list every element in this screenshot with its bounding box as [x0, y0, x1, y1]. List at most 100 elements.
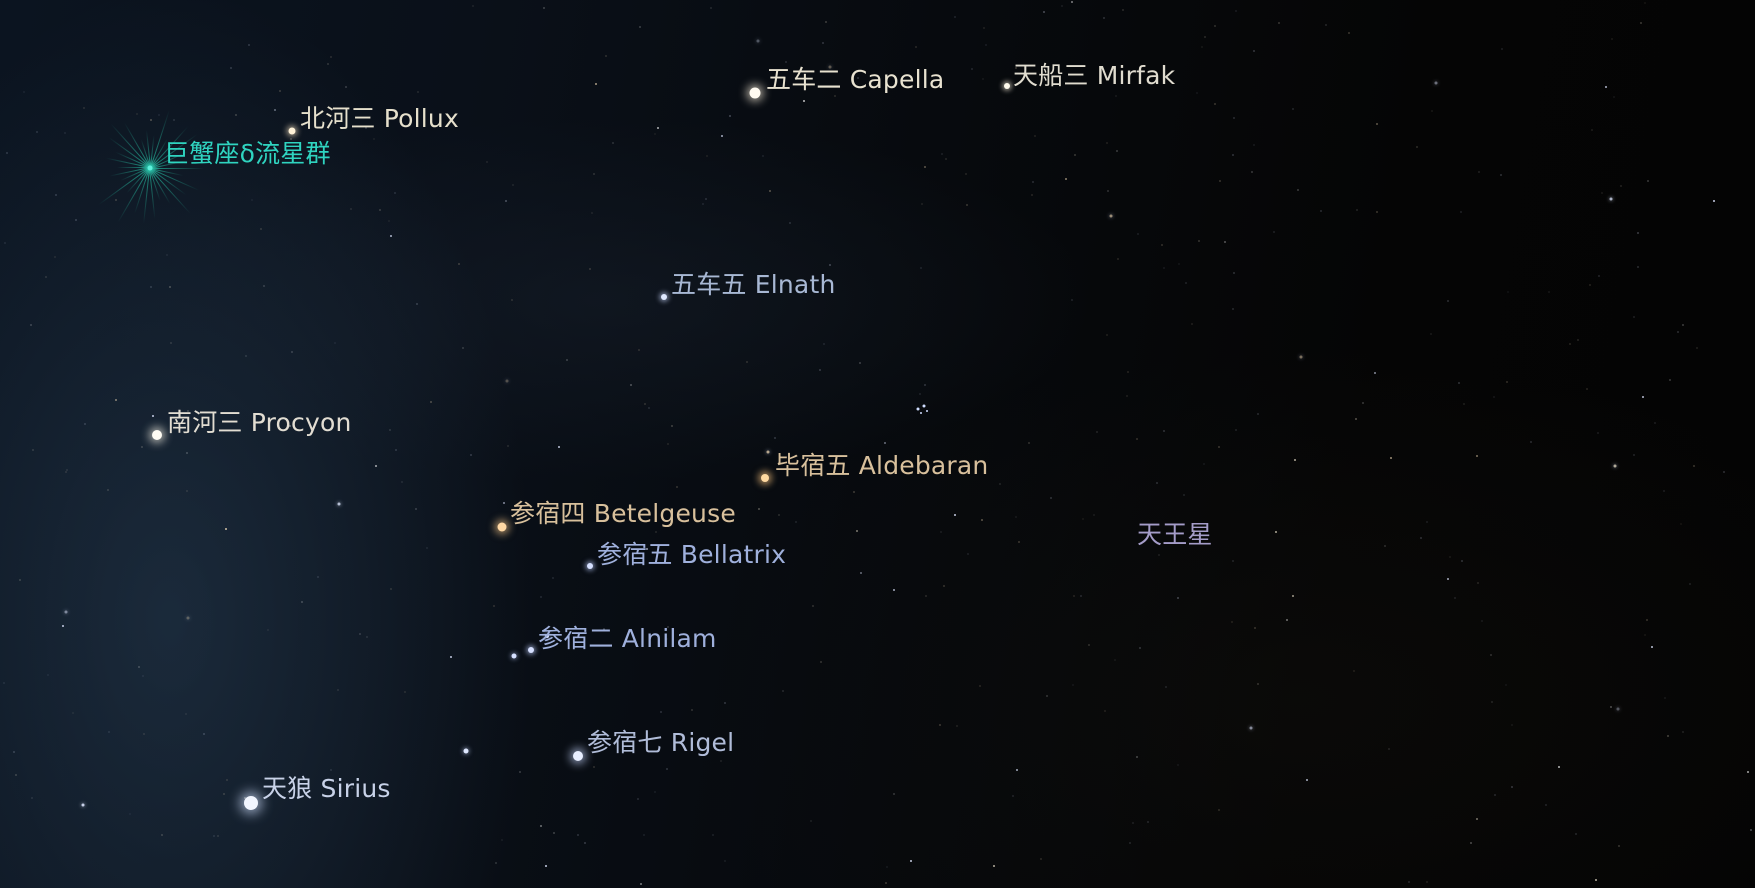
background-star — [81, 803, 85, 807]
label-bellatrix[interactable]: 参宿五 Bellatrix — [597, 540, 787, 569]
background-star — [388, 220, 390, 222]
background-star — [1218, 809, 1220, 811]
background-star — [1376, 211, 1378, 213]
background-star — [36, 131, 38, 133]
background-star — [486, 161, 488, 163]
background-star — [1507, 291, 1509, 293]
label-rigel[interactable]: 参宿七 Rigel — [587, 728, 735, 757]
background-star — [404, 691, 406, 693]
background-star — [1591, 129, 1593, 131]
background-star — [337, 502, 341, 506]
label-procyon[interactable]: 南河三 Procyon — [167, 408, 352, 437]
star-bellatrix[interactable] — [587, 563, 593, 569]
star-cancri-delta-radiant[interactable] — [147, 165, 153, 171]
star-pollux[interactable] — [288, 127, 296, 135]
label-betelgeuse[interactable]: 参宿四 Betelgeuse — [510, 499, 736, 528]
background-star — [263, 285, 265, 287]
background-star — [108, 731, 110, 733]
background-star — [1080, 595, 1082, 597]
background-star — [746, 361, 748, 363]
background-star — [390, 588, 392, 590]
star-alnilam[interactable] — [528, 647, 534, 653]
background-star — [365, 127, 367, 129]
background-star — [1107, 190, 1109, 192]
background-star — [1713, 200, 1715, 202]
background-star — [1637, 232, 1639, 234]
background-star — [1447, 300, 1449, 302]
background-star — [782, 690, 784, 692]
label-uranus[interactable]: 天王星 — [1137, 520, 1213, 549]
background-star — [1116, 150, 1118, 152]
background-star — [921, 203, 923, 205]
star-sirius[interactable] — [244, 796, 258, 810]
background-star — [1633, 454, 1635, 456]
label-alnilam[interactable]: 参宿二 Alnilam — [538, 624, 717, 653]
background-star — [966, 204, 968, 206]
label-mirfak[interactable]: 天船三 Mirfak — [1013, 61, 1176, 90]
background-star — [260, 228, 262, 230]
label-sirius[interactable]: 天狼 Sirius — [262, 774, 391, 803]
label-aldebaran[interactable]: 毕宿五 Aldebaran — [775, 451, 989, 480]
background-star — [1616, 707, 1620, 711]
background-star — [1177, 764, 1179, 766]
background-star — [1117, 258, 1119, 260]
background-star — [1032, 181, 1034, 183]
background-star — [129, 813, 131, 815]
background-star — [187, 410, 189, 412]
background-star — [1589, 284, 1591, 286]
background-star — [1071, 1, 1073, 3]
background-star — [289, 425, 291, 427]
background-star — [1183, 494, 1185, 496]
label-pollux[interactable]: 北河三 Pollux — [300, 104, 459, 133]
star-betelgeuse[interactable] — [497, 522, 507, 532]
label-cancri-delta-meteor-shower[interactable]: 巨蟹座δ流星群 — [164, 139, 331, 168]
background-star — [1185, 282, 1187, 284]
background-star — [860, 572, 862, 574]
background-star — [334, 342, 336, 344]
background-star — [1214, 25, 1216, 27]
background-star — [612, 142, 614, 144]
star-mirfak[interactable] — [1004, 83, 1010, 89]
background-star — [1299, 355, 1303, 359]
background-star — [173, 119, 175, 121]
star-capella[interactable] — [749, 87, 761, 99]
background-star — [654, 791, 656, 793]
background-star — [965, 173, 967, 175]
background-star — [1601, 192, 1603, 194]
background-star — [1163, 430, 1165, 432]
background-star — [1646, 619, 1648, 621]
background-star — [985, 44, 987, 46]
background-star — [1096, 431, 1098, 433]
background-star — [1431, 110, 1433, 112]
star-elnath[interactable] — [661, 294, 667, 300]
background-star — [288, 793, 290, 795]
background-star — [470, 454, 472, 456]
star-rigel[interactable] — [573, 751, 583, 761]
background-star — [1458, 382, 1460, 384]
background-star — [15, 774, 17, 776]
background-star — [161, 834, 163, 836]
label-capella[interactable]: 五车二 Capella — [766, 65, 945, 94]
label-elnath[interactable]: 五车五 Elnath — [671, 270, 836, 299]
background-star — [1575, 833, 1577, 835]
background-star — [373, 138, 375, 140]
background-star — [945, 158, 947, 160]
background-star — [1610, 706, 1612, 708]
background-star — [472, 5, 474, 7]
background-star — [646, 548, 648, 550]
background-star — [213, 835, 215, 837]
background-star — [820, 661, 822, 663]
background-star — [566, 359, 568, 361]
background-star — [1611, 38, 1613, 40]
background-star — [545, 865, 547, 867]
star-procyon[interactable] — [152, 430, 162, 440]
background-star — [115, 399, 117, 401]
background-star — [141, 446, 143, 448]
background-star — [706, 155, 708, 157]
background-star — [1470, 842, 1472, 844]
star-aldebaran[interactable] — [761, 474, 769, 482]
background-star — [1136, 438, 1138, 440]
background-star — [1292, 595, 1294, 597]
background-star — [1103, 17, 1105, 19]
